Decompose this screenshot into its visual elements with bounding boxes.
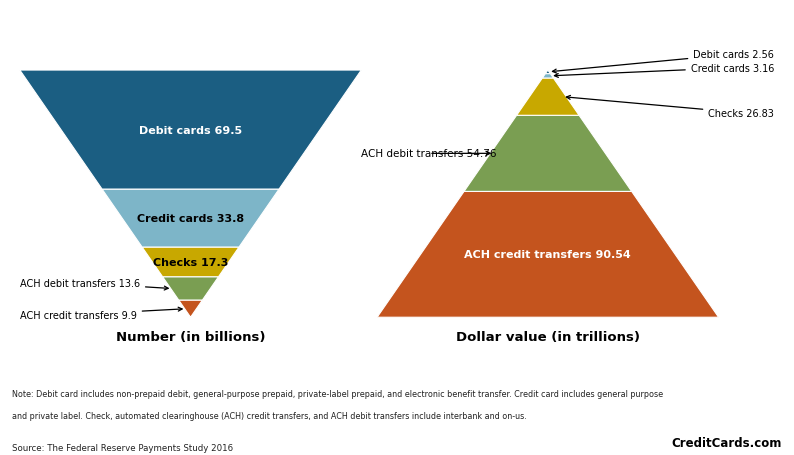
Text: and private label. Check, automated clearinghouse (ACH) credit transfers, and AC: and private label. Check, automated clea… bbox=[12, 411, 526, 420]
Polygon shape bbox=[179, 301, 202, 318]
Text: Credit cards 33.8: Credit cards 33.8 bbox=[137, 214, 244, 224]
Text: Number of non-cash payments made in 2015 and their values: Number of non-cash payments made in 2015… bbox=[94, 19, 700, 36]
Text: Dollar value (in trillions): Dollar value (in trillions) bbox=[456, 330, 640, 343]
Text: ACH debit transfers 54.76: ACH debit transfers 54.76 bbox=[361, 149, 497, 159]
Text: Checks 26.83: Checks 26.83 bbox=[566, 96, 774, 118]
Text: Source: The Federal Reserve Payments Study 2016: Source: The Federal Reserve Payments Stu… bbox=[12, 443, 233, 452]
Polygon shape bbox=[464, 116, 632, 192]
Polygon shape bbox=[542, 75, 553, 79]
Text: Debit cards 69.5: Debit cards 69.5 bbox=[139, 126, 242, 135]
Polygon shape bbox=[20, 71, 361, 190]
Text: ACH credit transfers 90.54: ACH credit transfers 90.54 bbox=[464, 250, 631, 260]
Text: Note: Debit card includes non-prepaid debit, general-purpose prepaid, private-la: Note: Debit card includes non-prepaid de… bbox=[12, 389, 663, 399]
Polygon shape bbox=[163, 277, 218, 301]
Polygon shape bbox=[377, 192, 719, 318]
Polygon shape bbox=[517, 79, 579, 116]
Text: Number (in billions): Number (in billions) bbox=[116, 330, 265, 343]
Text: Credit cards 3.16: Credit cards 3.16 bbox=[554, 64, 774, 78]
Text: CreditCards.com: CreditCards.com bbox=[672, 435, 782, 449]
Polygon shape bbox=[545, 71, 550, 75]
Text: ACH debit transfers 13.6: ACH debit transfers 13.6 bbox=[20, 278, 168, 290]
Text: Debit cards 2.56: Debit cards 2.56 bbox=[553, 50, 774, 74]
Text: Checks 17.3: Checks 17.3 bbox=[153, 258, 228, 268]
Polygon shape bbox=[102, 190, 279, 248]
Polygon shape bbox=[142, 248, 239, 277]
Text: ACH credit transfers 9.9: ACH credit transfers 9.9 bbox=[20, 308, 182, 320]
